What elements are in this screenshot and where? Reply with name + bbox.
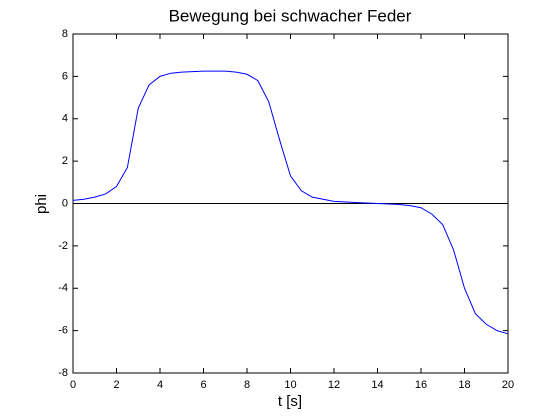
data-line	[72, 70, 509, 335]
y-tick-label: -4	[58, 282, 68, 294]
chart-title: Bewegung bei schwacher Feder	[169, 6, 412, 25]
x-tick-label: 14	[371, 379, 383, 391]
x-tick-label: 2	[113, 379, 119, 391]
y-tick-label: 6	[62, 70, 68, 82]
x-tick-label: 8	[244, 379, 250, 391]
x-tick-label: 12	[328, 379, 340, 391]
x-tick-label: 20	[502, 379, 514, 391]
y-tick-label: 2	[62, 155, 68, 167]
x-tick-label: 18	[458, 379, 470, 391]
y-tick-label: -2	[58, 240, 68, 252]
y-tick-label: 4	[62, 113, 68, 125]
y-tick-label: -6	[58, 325, 68, 337]
y-tick-label: 8	[62, 28, 68, 40]
x-tick-label: 16	[415, 379, 427, 391]
x-tick-label: 6	[200, 379, 206, 391]
x-tick-label: 4	[157, 379, 163, 391]
y-tick-label: -8	[58, 367, 68, 379]
x-tick-label: 0	[70, 379, 76, 391]
y-tick-label: 0	[62, 197, 68, 209]
x-tick-label: 10	[284, 379, 296, 391]
y-axis-label: phi	[33, 194, 50, 214]
x-axis-label: t [s]	[278, 393, 302, 410]
